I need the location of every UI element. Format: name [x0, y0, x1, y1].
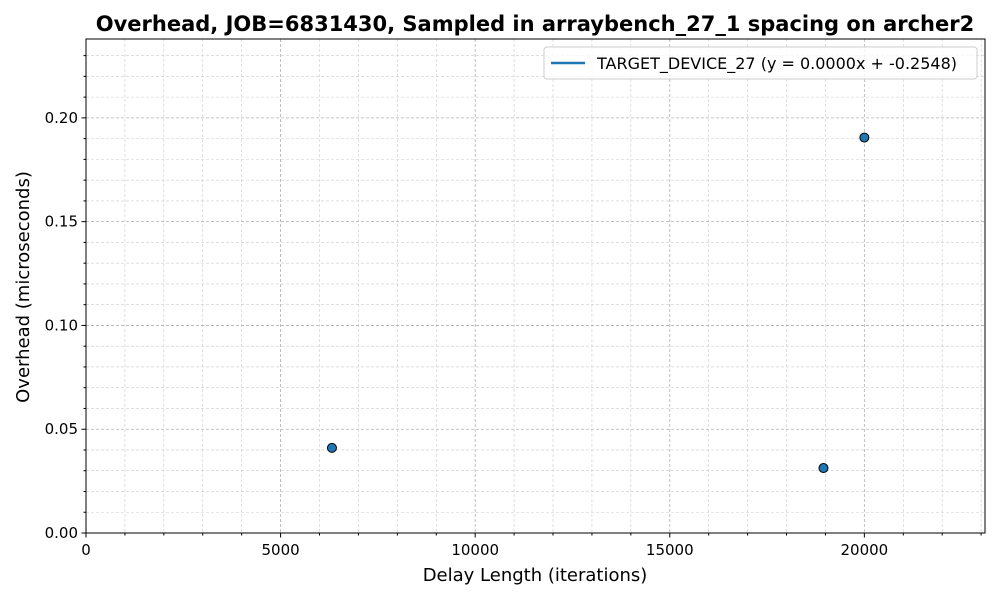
- x-tick-label: 15000: [646, 541, 694, 559]
- data-point: [859, 132, 870, 143]
- plot-frame: [85, 38, 986, 534]
- y-axis: 0.00 0.05 0.10 0.15 0.20: [45, 55, 86, 542]
- data-point: [818, 463, 829, 474]
- data-point: [326, 442, 337, 453]
- y-axis-label: Overhead (microseconds): [13, 171, 34, 403]
- x-axis-label: Delay Length (iterations): [423, 565, 648, 586]
- x-tick-label: 0: [81, 541, 91, 559]
- data-points: [326, 132, 870, 474]
- x-tick-label: 5000: [261, 541, 299, 559]
- x-tick-label: 10000: [451, 541, 499, 559]
- x-axis: 0 5000 10000 15000 20000: [81, 533, 982, 559]
- chart-title: Overhead, JOB=6831430, Sampled in arrayb…: [96, 12, 974, 36]
- grid: [86, 39, 985, 533]
- y-tick-label: 0.05: [45, 420, 78, 438]
- y-tick-label: 0.10: [45, 316, 78, 334]
- legend-box: [543, 46, 978, 80]
- y-tick-label: 0.20: [45, 109, 78, 127]
- legend-entry-label: TARGET_DEVICE_27 (y = 0.0000x + -0.2548): [596, 54, 957, 74]
- y-tick-label: 0.15: [45, 213, 78, 231]
- legend: TARGET_DEVICE_27 (y = 0.0000x + -0.2548): [543, 46, 978, 80]
- x-tick-label: 20000: [840, 541, 888, 559]
- y-tick-label: 0.00: [45, 524, 78, 542]
